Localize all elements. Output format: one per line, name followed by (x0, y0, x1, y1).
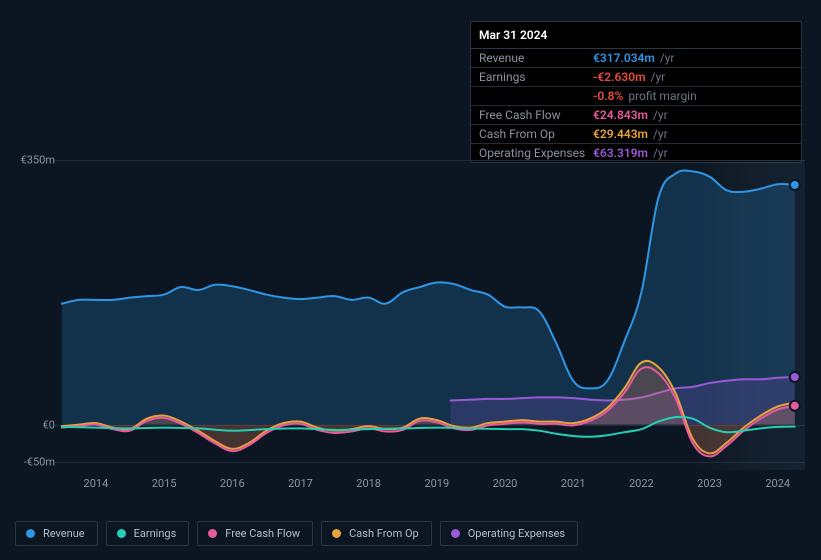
tooltip-row-value: -€2.630m /yr (593, 69, 793, 85)
legend-item[interactable]: Cash From Op (321, 521, 432, 546)
legend-swatch (208, 529, 217, 538)
tooltip-row: Cash From Op€29.443m /yr (471, 125, 801, 144)
tooltip-row: Earnings-€2.630m /yr (471, 68, 801, 87)
legend-label: Revenue (43, 527, 85, 540)
x-tick-label: 2014 (84, 477, 109, 490)
tooltip-row: Free Cash Flow€24.843m /yr (471, 106, 801, 125)
x-tick-label: 2022 (629, 477, 654, 490)
series-end-marker (790, 401, 800, 411)
legend-item[interactable]: Free Cash Flow (197, 521, 313, 546)
x-tick-label: 2021 (561, 477, 586, 490)
legend: Revenue Earnings Free Cash Flow Cash From O… (15, 521, 578, 546)
legend-label: Cash From Op (349, 527, 419, 540)
x-tick-label: 2017 (288, 477, 313, 490)
tooltip-row: Revenue€317.034m /yr (471, 49, 801, 68)
tooltip-row-label: Cash From Op (479, 126, 593, 142)
series-end-marker (790, 372, 800, 382)
legend-item[interactable]: Earnings (106, 521, 190, 546)
tooltip-row-label: Free Cash Flow (479, 107, 593, 123)
tooltip-row-label (479, 88, 593, 104)
y-tick-label: €0 (15, 418, 55, 431)
tooltip-row: -0.8% profit margin (471, 87, 801, 106)
x-tick-label: 2018 (356, 477, 381, 490)
chart-area[interactable]: €350m€0-€50m 201420152016201720182019202… (15, 160, 805, 470)
legend-label: Earnings (134, 527, 177, 540)
x-tick-label: 2024 (765, 477, 790, 490)
tooltip-row-value: €24.843m /yr (593, 107, 793, 123)
legend-swatch (332, 529, 341, 538)
plot-svg (55, 160, 805, 470)
legend-swatch (451, 529, 460, 538)
tooltip-panel: Mar 31 2024 Revenue€317.034m /yrEarnings… (470, 21, 802, 163)
series-end-marker (790, 180, 800, 190)
legend-label: Operating Expenses (468, 527, 565, 540)
x-tick-label: 2016 (220, 477, 245, 490)
tooltip-row-value: €29.443m /yr (593, 126, 793, 142)
legend-item[interactable]: Revenue (15, 521, 98, 546)
tooltip-row-label: Revenue (479, 50, 593, 66)
x-tick-label: 2023 (697, 477, 722, 490)
tooltip-row-label: Earnings (479, 69, 593, 85)
tooltip-row-value: -0.8% profit margin (593, 88, 793, 104)
tooltip-row-value: €317.034m /yr (593, 50, 793, 66)
tooltip-date: Mar 31 2024 (471, 22, 801, 49)
legend-item[interactable]: Operating Expenses (440, 521, 578, 546)
tooltip-row-label: Operating Expenses (479, 145, 593, 161)
legend-label: Free Cash Flow (225, 527, 300, 540)
y-tick-label: €350m (15, 154, 55, 167)
x-tick-label: 2019 (424, 477, 449, 490)
legend-swatch (117, 529, 126, 538)
legend-swatch (26, 529, 35, 538)
x-tick-label: 2020 (493, 477, 518, 490)
tooltip-row-value: €63.319m /yr (593, 145, 793, 161)
y-tick-label: -€50m (15, 456, 55, 469)
x-tick-label: 2015 (152, 477, 177, 490)
